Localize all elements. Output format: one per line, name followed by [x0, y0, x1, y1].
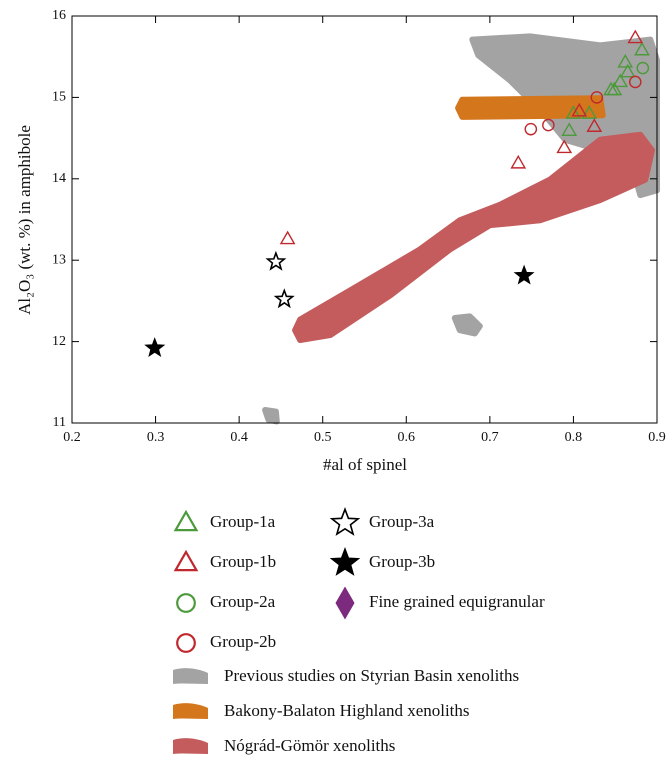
region — [292, 131, 655, 343]
data-point — [542, 118, 555, 132]
x-tick-label: 0.2 — [63, 430, 81, 445]
legend-label: Fine grained equigranular — [369, 592, 545, 611]
legend-label: Group-3b — [369, 552, 435, 571]
x-tick-label: 0.7 — [481, 430, 499, 445]
legend-label: Previous studies on Styrian Basin xenoli… — [224, 666, 519, 685]
legend-marker — [329, 547, 361, 576]
legend-marker — [173, 549, 199, 572]
data-point — [524, 122, 538, 136]
regions — [262, 33, 660, 425]
data-point — [619, 63, 636, 78]
data-point — [273, 288, 295, 309]
legend: Group-1a Group-1b Group-2a Group-2b Group-3a… — [173, 507, 545, 755]
data-point — [565, 105, 582, 119]
data-point — [571, 102, 588, 117]
data-point — [510, 154, 527, 169]
legend-label: Bakony-Balaton Highland xenoliths — [224, 701, 470, 720]
legend-swatch — [173, 668, 208, 684]
y-tick-label: 11 — [53, 415, 66, 430]
legend-marker — [176, 633, 196, 653]
x-tick-label: 0.3 — [147, 430, 165, 445]
legend-label: Group-1b — [210, 552, 276, 571]
legend-marker — [173, 509, 199, 532]
legend-marker — [176, 593, 196, 613]
legend-label: Group-1a — [210, 512, 276, 531]
y-tick-label: 12 — [52, 334, 66, 349]
data-point — [617, 53, 634, 68]
data-point — [603, 81, 619, 96]
y-tick-label: 14 — [52, 171, 66, 186]
data-point — [627, 29, 644, 44]
data-point — [265, 250, 287, 271]
data-point — [590, 91, 604, 104]
plot-frame — [71, 15, 658, 424]
region — [455, 95, 606, 120]
data-point — [581, 105, 598, 119]
data-point — [561, 122, 578, 137]
legend-label: Group-3a — [369, 512, 435, 531]
data-point — [586, 118, 603, 132]
y-tick-label: 16 — [52, 8, 66, 23]
data-point — [513, 264, 535, 285]
legend-label: Nógrád-Gömör xenoliths — [224, 736, 395, 755]
data-point — [556, 139, 573, 154]
legend-marker — [329, 507, 361, 536]
data-point — [144, 337, 166, 358]
legend-label: Group-2b — [210, 632, 276, 651]
data-point — [279, 230, 296, 245]
legend-swatch — [173, 738, 208, 754]
y-axis-label: Al₂O₃ (wt. %) in amphibole — [15, 125, 34, 315]
x-axis-label: #al of spinel — [323, 455, 407, 474]
y-tick-label: 15 — [52, 90, 66, 105]
x-tick-label: 0.6 — [398, 430, 416, 445]
x-tick-label: 0.9 — [648, 430, 666, 445]
legend-label: Group-2a — [210, 592, 276, 611]
data-point — [636, 61, 650, 75]
x-tick-label: 0.8 — [565, 430, 583, 445]
legend-marker — [335, 586, 355, 620]
x-tick-label: 0.4 — [230, 430, 248, 445]
data-point — [628, 75, 642, 89]
y-tick-label: 13 — [52, 252, 66, 267]
legend-swatch — [173, 703, 208, 719]
points — [144, 29, 650, 358]
data-point — [612, 73, 629, 88]
x-tick-label: 0.5 — [314, 430, 332, 445]
data-point — [634, 41, 650, 56]
